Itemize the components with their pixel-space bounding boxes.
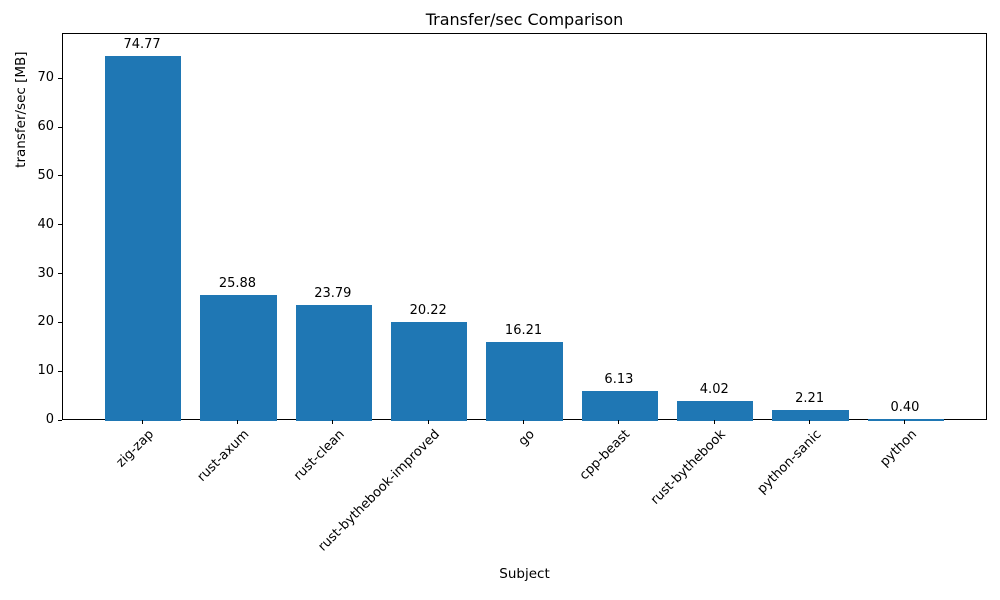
x-tick-mark [523,420,525,424]
y-tick-mark [58,419,62,421]
x-tick-mark [427,420,429,424]
y-tick-mark [58,175,62,177]
x-tick-mark [141,420,143,424]
bar [391,322,468,421]
y-tick-label: 70 [37,70,54,86]
bar-value-label: 20.22 [409,303,447,319]
bar-value-label: 4.02 [699,382,729,398]
y-tick-mark [58,224,62,226]
plot-area [62,33,987,421]
x-tick-mark [236,420,238,424]
bar-value-label: 74.77 [123,37,161,53]
x-tick-label: python [876,427,920,470]
y-tick-mark [58,273,62,275]
bar-value-label: 0.40 [890,400,920,416]
x-tick-mark [713,420,715,424]
x-tick-label: rust-axum [194,427,253,485]
y-tick-label: 60 [37,119,54,135]
y-tick-label: 30 [37,265,54,281]
x-tick-mark [618,420,620,424]
bar-value-label: 16.21 [504,322,543,338]
y-tick-label: 10 [37,363,54,379]
bar [867,419,945,421]
x-tick-mark [332,420,334,424]
y-tick-mark [58,370,62,372]
chart-title: Transfer/sec Comparison [425,10,624,29]
y-tick-label: 50 [37,167,54,183]
x-tick-label: zig-zap [113,427,157,471]
y-tick-mark [58,77,62,79]
x-tick-mark [809,420,811,424]
y-tick-label: 40 [37,216,54,232]
y-tick-label: 0 [45,412,54,427]
bar [200,294,277,421]
bar [486,341,563,421]
bar [677,401,754,421]
x-tick-mark [904,420,906,424]
bar-value-label: 2.21 [795,391,825,407]
bar-value-label: 6.13 [604,372,634,388]
y-tick-mark [58,126,62,128]
bar [772,410,849,421]
x-tick-label: rust-bythebook [648,427,729,508]
x-axis-label: Subject [499,566,550,582]
x-tick-label: cpp-beast [577,427,634,484]
bar-value-label: 25.88 [218,275,257,291]
bar [581,391,659,421]
x-tick-label: python-sanic [754,427,825,497]
x-tick-label: go [516,427,539,450]
bar-value-label: 23.79 [314,285,352,301]
y-tick-mark [58,321,62,323]
x-tick-label: rust-clean [290,427,348,484]
y-tick-label: 20 [37,314,54,330]
bar [104,56,182,421]
bar [295,304,372,421]
y-axis-label: transfer/sec [MB] [13,51,29,168]
